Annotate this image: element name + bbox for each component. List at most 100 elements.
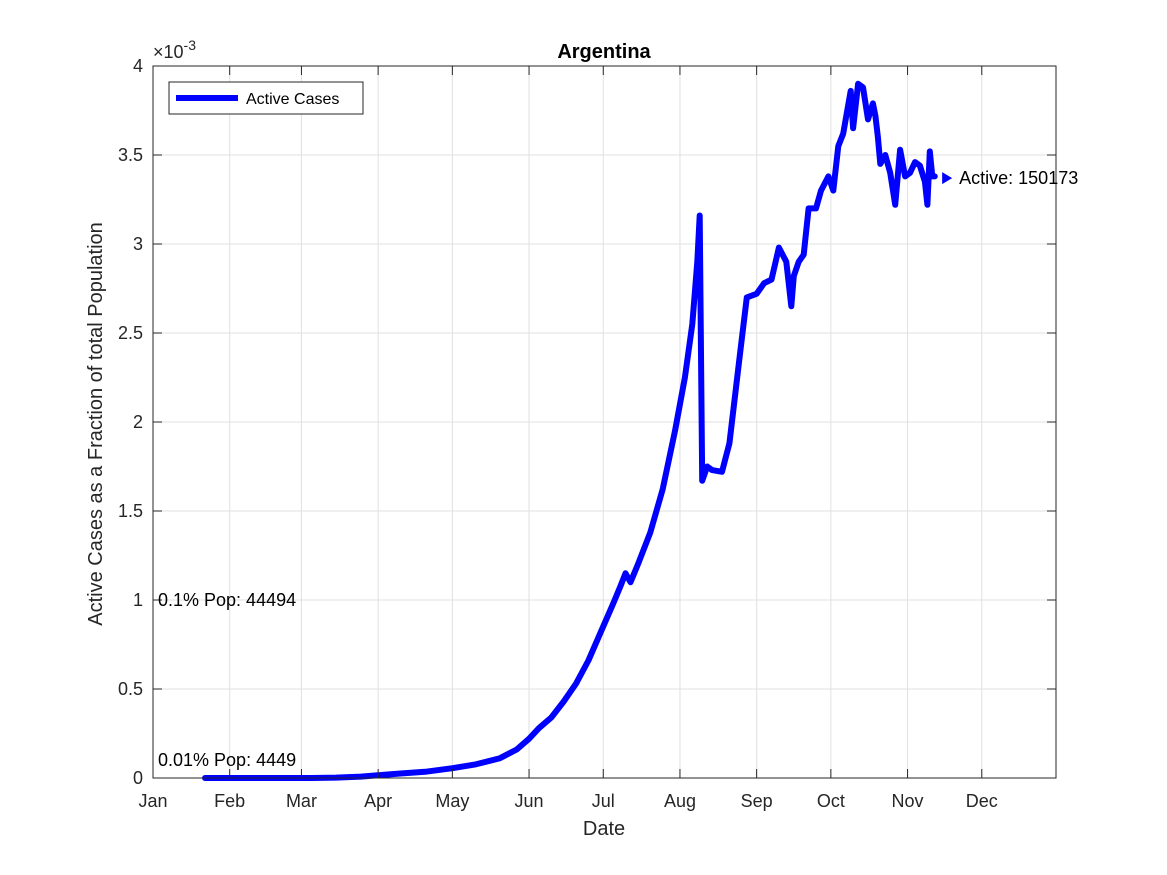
- data-point: [783, 259, 789, 265]
- y-exponent-label: ×10-3: [153, 37, 196, 62]
- legend-entry-active-cases: Active Cases: [246, 91, 339, 108]
- data-point: [660, 487, 666, 493]
- data-point: [892, 202, 898, 208]
- x-tick-label: Apr: [364, 791, 392, 811]
- data-point: [610, 601, 616, 607]
- data-point: [840, 131, 846, 137]
- data-point: [848, 88, 854, 94]
- data-point: [358, 774, 364, 780]
- data-point: [850, 125, 856, 131]
- y-tick-label: 3.5: [118, 145, 143, 165]
- data-point: [754, 291, 760, 297]
- data-point: [830, 188, 836, 194]
- data-point: [536, 725, 542, 731]
- data-point: [704, 464, 710, 470]
- active-marker: [942, 172, 953, 185]
- data-point: [875, 134, 881, 140]
- y-tick-label: 2.5: [118, 323, 143, 343]
- data-point: [835, 143, 841, 149]
- data-point: [694, 259, 700, 265]
- y-exponent-power: -3: [184, 37, 197, 53]
- data-point: [776, 245, 782, 251]
- y-axis-label: Active Cases as a Fraction of total Popu…: [85, 222, 107, 626]
- data-point: [573, 681, 579, 687]
- data-point: [860, 84, 866, 90]
- data-point: [496, 755, 502, 761]
- series-line-active-cases: [202, 80, 938, 781]
- data-point: [788, 303, 794, 309]
- x-tick-label: Jul: [592, 791, 615, 811]
- series-layer: [202, 80, 938, 781]
- y-tick-label: 1.5: [118, 501, 143, 521]
- tick-marks: 0 0.5 1 1.5 2 2.5 3 3.5 4 Jan Feb Mar Apr May Jun Jul Au…: [118, 56, 1056, 811]
- data-point: [598, 629, 604, 635]
- x-axis-label: Date: [583, 818, 625, 840]
- data-point: [618, 583, 624, 589]
- x-tick-label: Feb: [214, 791, 245, 811]
- data-point: [887, 170, 893, 176]
- data-point: [526, 736, 532, 742]
- data-point: [796, 259, 802, 265]
- y-tick-label: 1: [133, 590, 143, 610]
- chart-title: Argentina: [557, 41, 651, 63]
- data-point: [561, 699, 567, 705]
- annotation-active: Active: 150173: [959, 168, 1078, 188]
- data-point: [635, 561, 641, 567]
- x-tick-label: Sep: [741, 791, 773, 811]
- y-tick-label: 0.5: [118, 679, 143, 699]
- data-point: [907, 170, 913, 176]
- data-point: [514, 747, 520, 753]
- data-point: [917, 163, 923, 169]
- data-point: [672, 428, 678, 434]
- data-point: [682, 375, 688, 381]
- data-point: [736, 357, 742, 363]
- data-point: [548, 715, 554, 721]
- data-point: [472, 762, 478, 768]
- x-tick-label: Dec: [966, 791, 998, 811]
- data-point: [813, 205, 819, 211]
- legend: Active Cases: [168, 81, 364, 115]
- data-point: [726, 440, 732, 446]
- data-point: [877, 161, 883, 167]
- x-tick-label: Jun: [515, 791, 544, 811]
- data-point: [623, 570, 629, 576]
- x-tick-label: Oct: [817, 791, 845, 811]
- data-point: [761, 280, 767, 286]
- data-point: [585, 658, 591, 664]
- data-point: [699, 478, 705, 484]
- annotation-0-01-pct-pop: 0.01% Pop: 4449: [158, 750, 296, 770]
- y-tick-label: 3: [133, 234, 143, 254]
- annotations: 0.01% Pop: 4449 0.1% Pop: 44494 Active: 15…: [158, 168, 1078, 770]
- annotation-0-1-pct-pop: 0.1% Pop: 44494: [158, 590, 296, 610]
- x-tick-label: Aug: [664, 791, 696, 811]
- data-point: [897, 147, 903, 153]
- data-point: [628, 579, 634, 585]
- data-point: [872, 113, 878, 119]
- y-tick-label: 0: [133, 768, 143, 788]
- data-point: [744, 294, 750, 300]
- data-point: [769, 277, 775, 283]
- x-tick-label: May: [435, 791, 469, 811]
- x-tick-label: Jan: [138, 791, 167, 811]
- data-point: [818, 188, 824, 194]
- data-point: [882, 152, 888, 158]
- data-point: [422, 769, 428, 775]
- data-point: [865, 116, 871, 122]
- data-point: [791, 273, 797, 279]
- data-point: [397, 771, 403, 777]
- data-point: [801, 252, 807, 258]
- data-point: [927, 148, 933, 154]
- data-point: [922, 179, 928, 185]
- data-point: [719, 469, 725, 475]
- data-point: [825, 173, 831, 179]
- data-point: [870, 100, 876, 106]
- y-tick-label: 4: [133, 56, 143, 76]
- data-point: [647, 529, 653, 535]
- x-tick-label: Mar: [286, 791, 317, 811]
- data-point: [697, 213, 703, 219]
- data-point: [932, 173, 938, 179]
- data-point: [855, 81, 861, 87]
- data-point: [709, 467, 715, 473]
- x-tick-label: Nov: [892, 791, 924, 811]
